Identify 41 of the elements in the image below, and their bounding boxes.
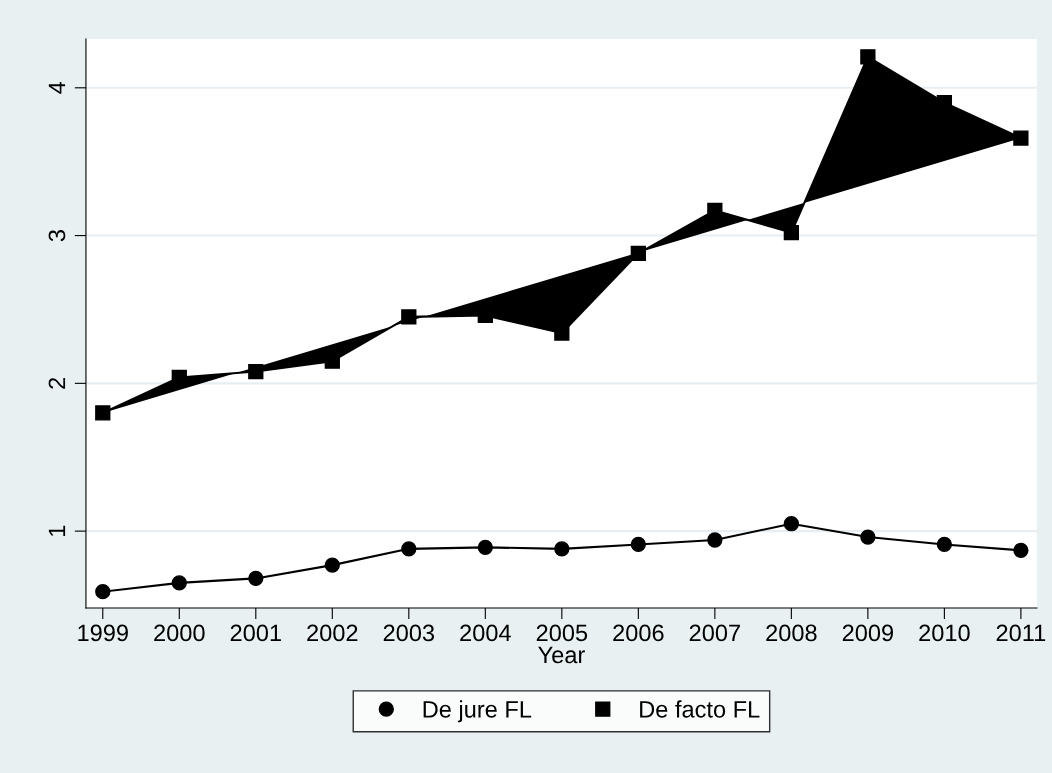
point [1013, 130, 1029, 146]
x-tick-label: 2010 [919, 624, 970, 642]
x-axis-title: Year [538, 646, 585, 664]
point [171, 575, 187, 591]
point [860, 49, 876, 65]
y-tick-label: 1 [48, 525, 66, 536]
point [248, 570, 264, 587]
y-tick-label: 2 [48, 377, 66, 389]
point [554, 541, 570, 557]
point [477, 539, 493, 556]
point [707, 532, 723, 548]
point [95, 584, 111, 600]
point [95, 405, 111, 421]
x-tick-label: 2001 [230, 624, 281, 642]
point [630, 536, 646, 553]
x-tick-label: 2007 [689, 624, 740, 642]
legend-label: De facto FL [640, 700, 760, 718]
x-tick-label: 2002 [307, 624, 358, 642]
x-tick-label: 2000 [154, 624, 205, 642]
x-tick-label: 2004 [460, 624, 511, 642]
x-tick-label: 2005 [536, 624, 588, 642]
x-tick-label: 2011 [996, 624, 1046, 642]
x-tick-label: 2009 [842, 624, 894, 642]
point [248, 363, 264, 380]
y-tick-label: 3 [48, 230, 66, 242]
x-tick-label: 1999 [78, 624, 128, 642]
point [401, 541, 417, 557]
point [324, 557, 340, 573]
legend-label: De jure FL [423, 700, 532, 723]
x-tick-label: 2003 [383, 624, 435, 642]
x-tick-label: 2008 [766, 624, 817, 642]
point [401, 309, 417, 325]
y-tick-label: 4 [48, 81, 66, 94]
point [783, 516, 800, 532]
point [630, 245, 646, 261]
x-tick-label: 2006 [613, 624, 664, 642]
point [783, 224, 800, 241]
point [860, 529, 876, 545]
point [554, 325, 570, 341]
point [1013, 542, 1029, 558]
point [936, 536, 953, 553]
